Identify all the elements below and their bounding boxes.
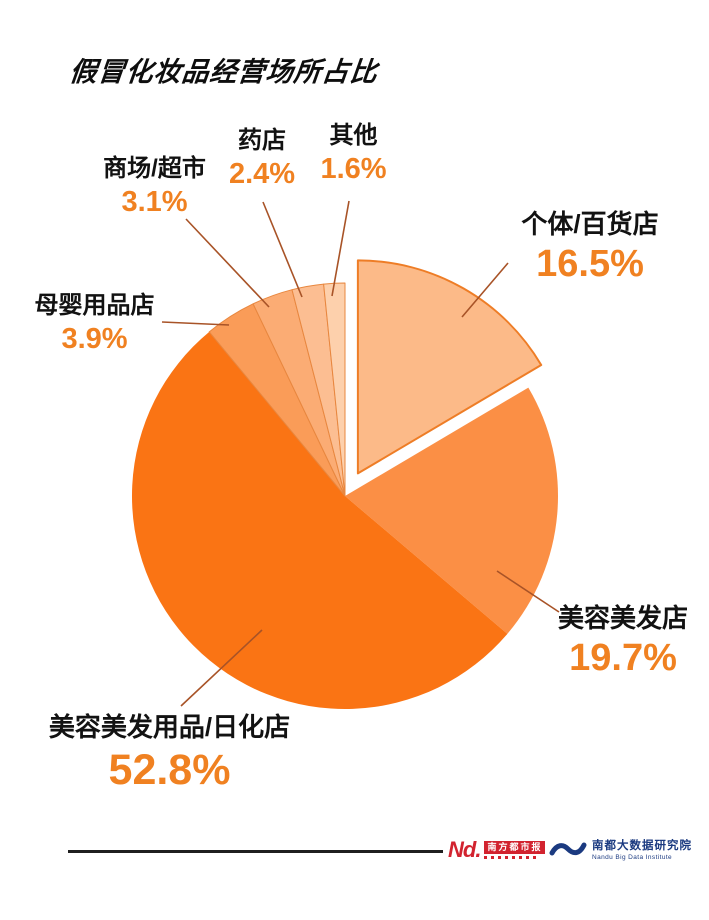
slice-percentage: 16.5% bbox=[536, 242, 644, 285]
slice-label-mall-supermarket: 商场/超市 3.1% bbox=[92, 155, 217, 219]
slice-label-individual-department-store: 个体/百货店 16.5% bbox=[500, 209, 680, 287]
slice-label-other: 其他 1.6% bbox=[306, 122, 401, 186]
slice-percentage: 3.1% bbox=[121, 185, 188, 218]
leader-line-4 bbox=[185, 218, 270, 308]
nd-logo-text: Nd. bbox=[448, 837, 481, 862]
slice-label-beauty-supplies-daily-chemical-store: 美容美发用品/日化店 52.8% bbox=[42, 712, 297, 795]
slice-label-beauty-salon: 美容美发店 19.7% bbox=[548, 603, 698, 681]
leader-line-3 bbox=[161, 321, 230, 326]
nd-logo-dots bbox=[484, 856, 537, 859]
leader-line-2 bbox=[180, 629, 263, 707]
pie-slice-1 bbox=[345, 387, 559, 634]
nd-logo-box-text: 南方都市报 bbox=[484, 841, 546, 854]
slice-name: 商场/超市 bbox=[103, 155, 206, 182]
slice-percentage: 52.8% bbox=[108, 745, 231, 794]
institute-name-cn: 南都大数据研究院 bbox=[592, 840, 692, 852]
slice-percentage: 3.9% bbox=[61, 322, 128, 355]
leader-line-6 bbox=[331, 200, 350, 297]
pie-slice-0 bbox=[356, 259, 543, 475]
leader-line-1 bbox=[496, 570, 560, 613]
leader-line-0 bbox=[461, 262, 509, 318]
leader-line-5 bbox=[262, 201, 303, 298]
footer-divider-line bbox=[68, 850, 443, 853]
slice-percentage: 19.7% bbox=[569, 636, 677, 679]
wave-icon bbox=[549, 842, 587, 856]
institute-name-en: Nandu Big Data Institute bbox=[592, 853, 673, 861]
slice-name: 美容美发店 bbox=[557, 603, 688, 633]
big-data-institute-logo: 南都大数据研究院 Nandu Big Data Institute bbox=[549, 840, 692, 861]
slice-percentage: 2.4% bbox=[228, 157, 296, 190]
slice-name: 其他 bbox=[329, 122, 378, 149]
pie-slice-2 bbox=[131, 331, 508, 710]
slice-name: 母婴用品店 bbox=[34, 292, 155, 319]
slice-name: 个体/百货店 bbox=[521, 209, 659, 239]
slice-name: 药店 bbox=[238, 127, 286, 154]
slice-label-pharmacy: 药店 2.4% bbox=[212, 127, 312, 191]
slice-name: 美容美发用品/日化店 bbox=[48, 712, 291, 742]
slice-percentage: 1.6% bbox=[320, 152, 387, 185]
slice-label-maternal-baby-store: 母婴用品店 3.9% bbox=[22, 292, 167, 356]
nd-newspaper-logo: Nd. 南方都市报 bbox=[448, 837, 546, 862]
